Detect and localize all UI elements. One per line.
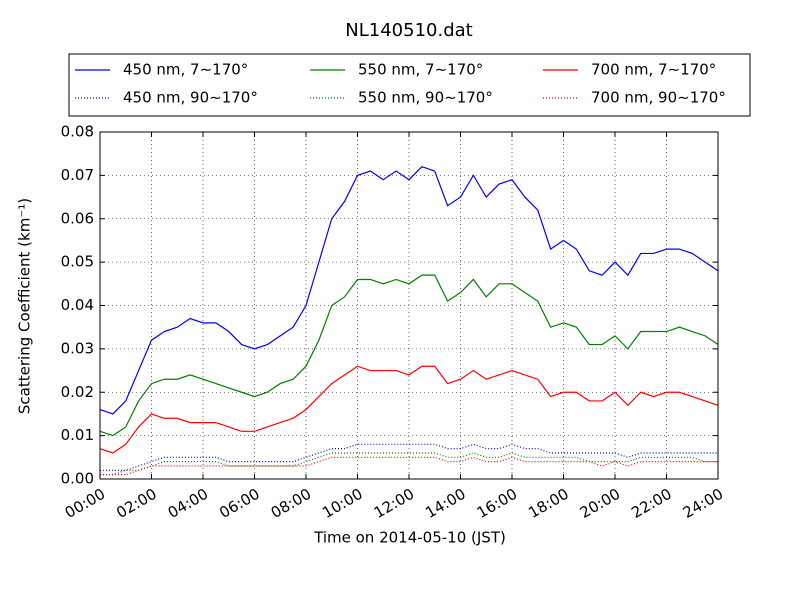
y-tick-label: 0.07 — [61, 166, 94, 184]
y-axis-label: Scattering Coefficient (km⁻¹) — [16, 198, 34, 414]
legend-label: 450 nm, 7∼170° — [123, 61, 248, 79]
data-line — [99, 365, 719, 454]
y-tick-label: 0.03 — [61, 339, 94, 357]
plot-frame — [99, 131, 719, 480]
legend-label: 550 nm, 7∼170° — [358, 61, 483, 79]
y-tick-label: 0.01 — [61, 426, 94, 444]
y-tick-label: 0.06 — [61, 209, 94, 227]
data-line — [100, 456, 718, 476]
data-line — [99, 166, 719, 415]
y-tick-label: 0.08 — [61, 123, 94, 141]
legend-label: 700 nm, 90∼170° — [591, 89, 726, 107]
y-tick-label: 0.04 — [61, 296, 94, 314]
legend-box — [68, 53, 751, 117]
legend-label: 550 nm, 90∼170° — [358, 89, 493, 107]
chart-title: NL140510.dat — [345, 20, 472, 41]
data-line — [100, 452, 718, 476]
y-tick-label: 0.02 — [61, 383, 94, 401]
data-line — [100, 443, 718, 471]
data-line — [99, 274, 719, 437]
y-tick-label: 0.05 — [61, 253, 94, 271]
legend-label: 700 nm, 7∼170° — [591, 61, 716, 79]
x-axis-label: Time on 2014-05-10 (JST) — [313, 529, 506, 547]
y-tick-label: 0.00 — [61, 470, 94, 488]
legend-label: 450 nm, 90∼170° — [123, 89, 258, 107]
